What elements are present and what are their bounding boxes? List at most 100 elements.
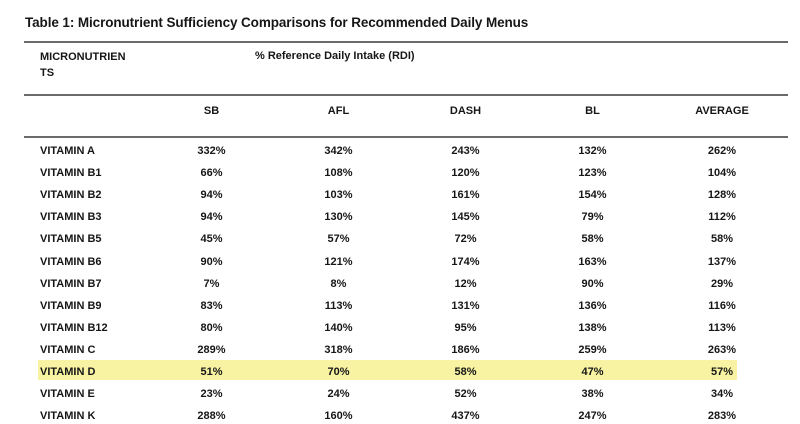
table-row: VITAMIN E 23% 24% 52% 38% 34% bbox=[40, 383, 788, 405]
value-cell: 95% bbox=[454, 321, 477, 334]
row-label: VITAMIN B2 bbox=[40, 189, 102, 202]
value-cell: 58% bbox=[581, 233, 604, 246]
value-cell: 12% bbox=[454, 277, 477, 290]
table-row: VITAMIN B6 90% 121% 174% 163% 137% bbox=[40, 250, 788, 272]
table-row: VITAMIN D 51% 70% 58% 47% 57% bbox=[38, 359, 788, 383]
value-cell: 437% bbox=[451, 410, 480, 423]
value-cell: 247% bbox=[578, 410, 607, 423]
table-row: VITAMIN C 289% 318% 186% 259% 263% bbox=[40, 339, 788, 361]
value-cell: 113% bbox=[324, 299, 353, 312]
column-header-sb: SB bbox=[203, 105, 220, 117]
table-row: VITAMIN B9 83% 113% 131% 136% 116% bbox=[40, 295, 788, 317]
value-cell: 79% bbox=[581, 211, 604, 224]
value-cell: 108% bbox=[324, 167, 353, 180]
row-label: VITAMIN E bbox=[40, 388, 95, 401]
value-cell: 263% bbox=[707, 343, 737, 356]
row-label: VITAMIN B12 bbox=[40, 321, 108, 334]
value-cell: 104% bbox=[707, 167, 737, 180]
value-cell: 90% bbox=[581, 277, 604, 290]
value-cell: 66% bbox=[200, 167, 223, 180]
row-label: VITAMIN D bbox=[40, 365, 96, 378]
table-row: VITAMIN B7 7% 8% 12% 90% 29% bbox=[40, 273, 788, 295]
value-cell: 138% bbox=[578, 321, 607, 334]
value-cell: 289% bbox=[197, 343, 226, 356]
divider-below-group-header bbox=[24, 94, 788, 96]
value-cell: 51% bbox=[200, 365, 223, 378]
value-cell: 116% bbox=[708, 299, 736, 312]
value-cell: 132% bbox=[578, 145, 607, 158]
value-cell: 283% bbox=[707, 410, 737, 423]
table-title: Table 1: Micronutrient Sufficiency Compa… bbox=[25, 15, 529, 30]
value-cell: 113% bbox=[708, 321, 736, 334]
value-cell: 23% bbox=[200, 388, 223, 401]
value-cell: 8% bbox=[330, 277, 347, 290]
value-cell: 136% bbox=[578, 299, 607, 312]
value-cell: 58% bbox=[710, 233, 734, 246]
value-cell: 103% bbox=[324, 189, 353, 202]
column-header-dash: DASH bbox=[449, 105, 482, 117]
table-body: VITAMIN A 332% 342% 243% 132% 262% VITAMIN B… bbox=[38, 140, 788, 424]
divider-below-column-headers bbox=[24, 136, 788, 138]
value-cell: 121% bbox=[324, 255, 353, 268]
value-cell: 120% bbox=[451, 167, 480, 180]
value-cell: 145% bbox=[451, 211, 480, 224]
value-cell: 163% bbox=[578, 255, 607, 268]
value-cell: 94% bbox=[200, 211, 223, 224]
table-row: VITAMIN B2 94% 103% 161% 154% 128% bbox=[40, 184, 788, 206]
column-header-afl: AFL bbox=[327, 105, 350, 117]
value-cell: 186% bbox=[451, 343, 480, 356]
value-cell: 154% bbox=[578, 189, 607, 202]
row-label: VITAMIN B7 bbox=[40, 277, 102, 290]
row-label: VITAMIN A bbox=[40, 145, 95, 158]
value-cell: 131% bbox=[451, 299, 480, 312]
value-cell: 342% bbox=[324, 145, 353, 158]
value-cell: 288% bbox=[197, 410, 226, 423]
value-cell: 57% bbox=[710, 365, 734, 378]
value-cell: 243% bbox=[451, 145, 480, 158]
value-cell: 90% bbox=[200, 255, 223, 268]
value-cell: 38% bbox=[581, 388, 604, 401]
table-row: VITAMIN B1 66% 108% 120% 123% 104% bbox=[40, 162, 788, 184]
value-cell: 57% bbox=[327, 233, 350, 246]
value-cell: 52% bbox=[454, 388, 477, 401]
value-cell: 123% bbox=[578, 167, 607, 180]
row-label: VITAMIN C bbox=[40, 343, 96, 356]
value-cell: 29% bbox=[710, 277, 734, 290]
value-cell: 161% bbox=[451, 189, 480, 202]
micronutrients-column-header: MICRONUTRIEN TS bbox=[40, 51, 126, 79]
row-label: VITAMIN B6 bbox=[40, 255, 102, 268]
row-label: VITAMIN B5 bbox=[40, 233, 102, 246]
value-cell: 58% bbox=[454, 365, 477, 378]
table-row: VITAMIN A 332% 342% 243% 132% 262% bbox=[40, 140, 788, 162]
value-cell: 45% bbox=[200, 233, 223, 246]
row-label: VITAMIN B9 bbox=[40, 299, 102, 312]
value-cell: 72% bbox=[454, 233, 477, 246]
value-cell: 174% bbox=[451, 255, 480, 268]
value-cell: 130% bbox=[324, 211, 353, 224]
value-cell: 83% bbox=[200, 299, 223, 312]
table-row: VITAMIN B12 80% 140% 95% 138% 113% bbox=[40, 317, 788, 339]
value-cell: 332% bbox=[197, 145, 226, 158]
value-cell: 140% bbox=[324, 321, 353, 334]
divider-below-title bbox=[24, 41, 788, 43]
value-cell: 160% bbox=[324, 410, 353, 423]
row-label: VITAMIN B3 bbox=[40, 211, 102, 224]
value-cell: 259% bbox=[578, 343, 607, 356]
column-header-average: AVERAGE bbox=[695, 105, 749, 117]
table-row: VITAMIN K 288% 160% 437% 247% 283% bbox=[40, 405, 788, 424]
value-cell: 24% bbox=[327, 388, 350, 401]
value-cell: 34% bbox=[710, 388, 734, 401]
rdi-group-header: % Reference Daily Intake (RDI) bbox=[255, 50, 415, 62]
value-cell: 70% bbox=[327, 365, 350, 378]
table-row: VITAMIN B3 94% 130% 145% 79% 112% bbox=[40, 206, 788, 228]
value-cell: 128% bbox=[707, 189, 737, 202]
value-cell: 80% bbox=[200, 321, 223, 334]
value-cell: 7% bbox=[203, 277, 220, 290]
value-cell: 94% bbox=[200, 189, 223, 202]
row-label: VITAMIN K bbox=[40, 410, 96, 423]
column-header-bl: BL bbox=[585, 105, 600, 117]
row-label: VITAMIN B1 bbox=[40, 167, 102, 180]
table-row: VITAMIN B5 45% 57% 72% 58% 58% bbox=[40, 228, 788, 250]
value-cell: 318% bbox=[324, 343, 353, 356]
